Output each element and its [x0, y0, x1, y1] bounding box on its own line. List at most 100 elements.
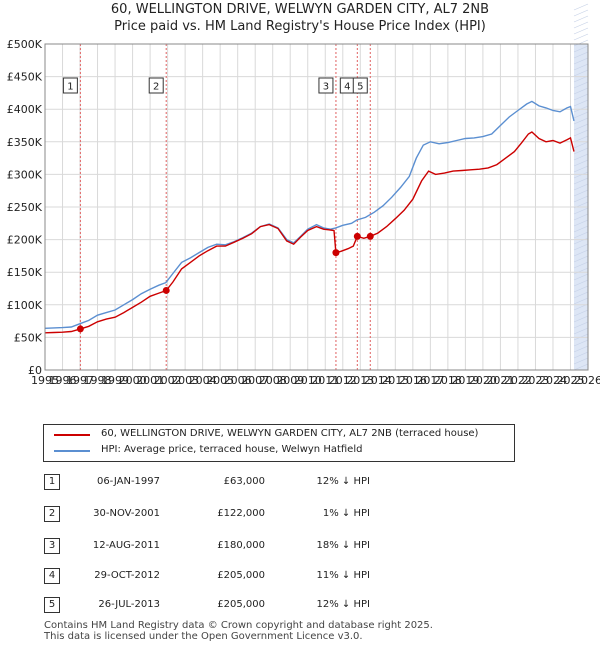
sale-number: 4	[44, 568, 60, 584]
sale-number: 5	[44, 597, 60, 613]
hatch-line	[573, 255, 589, 263]
hatch-line	[573, 15, 589, 23]
x-tick-label: 2007	[241, 374, 269, 387]
hatch-line	[573, 207, 589, 215]
hatch-line	[573, 285, 589, 293]
hatch-line	[573, 93, 589, 101]
hatch-line	[573, 327, 589, 335]
future-hatch	[573, 3, 589, 371]
hatch-line	[573, 159, 589, 167]
hatch-line	[573, 189, 589, 197]
x-tick-label: 2020	[469, 374, 497, 387]
chart-title: 60, WELLINGTON DRIVE, WELWYN GARDEN CITY…	[110, 2, 490, 17]
sale-label-box	[318, 77, 334, 94]
sale-row: 4 29-OCT-2012 £205,000 11% ↓ HPI	[0, 568, 600, 588]
sale-price: £205,000	[217, 570, 265, 581]
sale-point	[353, 232, 361, 240]
hatch-line	[573, 45, 589, 53]
sale-label-box	[62, 77, 78, 94]
hatch-line	[573, 129, 589, 137]
sale-hpi-diff: 12% ↓ HPI	[316, 476, 370, 487]
hatch-line	[573, 249, 589, 257]
x-tick-label: 2026	[574, 374, 600, 387]
footer-licence: This data is licensed under the Open Gov…	[44, 631, 363, 642]
y-tick-label: £250K	[7, 201, 43, 214]
sale-number: 2	[44, 506, 60, 522]
y-tick-label: £450K	[7, 71, 43, 84]
x-tick-label: 2003	[171, 374, 199, 387]
hpi-series-line	[44, 100, 575, 329]
x-tick-label: 2011	[311, 374, 339, 387]
hatch-line	[573, 33, 589, 41]
hatch-line	[573, 135, 589, 143]
hatch-line	[573, 177, 589, 185]
x-tick-label: 1996	[49, 374, 77, 387]
hatch-line	[573, 183, 589, 191]
y-tick-label: £200K	[7, 234, 43, 247]
hatch-line	[573, 273, 589, 281]
hatch-line	[573, 123, 589, 131]
y-tick-label: £0	[28, 364, 42, 377]
legend-swatch-price-paid	[54, 434, 90, 436]
hatch-line	[573, 243, 589, 251]
hatch-line	[573, 231, 589, 239]
hatch-line	[573, 9, 589, 17]
x-tick-label: 2018	[434, 374, 462, 387]
hatch-line	[573, 345, 589, 353]
y-tick-label: £150K	[7, 266, 43, 279]
hatch-line	[573, 321, 589, 329]
hatch-line	[573, 315, 589, 323]
x-tick-label: 1995	[31, 374, 59, 387]
price-chart: 1 2 3 4 5 £0 £50K £100K £150K £200K £250K £300K £350…	[7, 3, 600, 387]
sale-price: £180,000	[217, 540, 265, 551]
hatch-line	[573, 57, 589, 65]
sale-label-box	[148, 77, 164, 94]
sale-point	[366, 232, 374, 240]
price-paid-series-line	[44, 131, 575, 334]
hatch-line	[573, 351, 589, 359]
sale-date: 30-NOV-2001	[93, 508, 160, 519]
hatch-line	[573, 219, 589, 227]
sale-label-box	[352, 77, 368, 94]
legend-swatch-hpi	[54, 450, 90, 452]
y-tick-label: £50K	[14, 331, 43, 344]
x-tick-label: 2014	[364, 374, 392, 387]
hatch-line	[573, 21, 589, 29]
hatch-line	[573, 291, 589, 299]
sale-date: 12-AUG-2011	[92, 540, 160, 551]
hatch-line	[573, 153, 589, 161]
x-tick-label: 2013	[346, 374, 374, 387]
legend-label-hpi: HPI: Average price, terraced house, Welw…	[101, 444, 363, 455]
x-tick-label: 2022	[504, 374, 532, 387]
hatch-line	[573, 309, 589, 317]
hatch-line	[573, 111, 589, 119]
x-tick-label: 2010	[294, 374, 322, 387]
hatch-line	[573, 297, 589, 305]
x-tick-label: 2005	[206, 374, 234, 387]
x-tick-label: 1999	[101, 374, 129, 387]
hatch-line	[573, 141, 589, 149]
sale-row: 2 30-NOV-2001 £122,000 1% ↓ HPI	[0, 506, 600, 526]
y-tick-label: £400K	[7, 103, 43, 116]
sale-label: 3	[323, 82, 329, 93]
sale-number: 1	[44, 474, 60, 490]
hatch-line	[573, 279, 589, 287]
x-tick-label: 2009	[276, 374, 304, 387]
hatch-line	[573, 171, 589, 179]
sale-row: 5 26-JUL-2013 £205,000 12% ↓ HPI	[0, 597, 600, 617]
hatch-line	[573, 267, 589, 275]
sale-price: £205,000	[217, 599, 265, 610]
sale-hpi-diff: 18% ↓ HPI	[316, 540, 370, 551]
sale-row: 3 12-AUG-2011 £180,000 18% ↓ HPI	[0, 538, 600, 558]
x-tick-label: 2001	[136, 374, 164, 387]
hatch-line	[573, 363, 589, 371]
footer-copyright: Contains HM Land Registry data © Crown c…	[44, 620, 433, 631]
x-tick-label: 2008	[259, 374, 287, 387]
sale-point	[332, 249, 340, 257]
x-tick-label: 2024	[539, 374, 567, 387]
sale-date: 29-OCT-2012	[94, 570, 160, 581]
hatch-line	[573, 225, 589, 233]
hatch-line	[573, 357, 589, 365]
sale-date: 26-JUL-2013	[98, 599, 160, 610]
x-tick-label: 2004	[189, 374, 217, 387]
